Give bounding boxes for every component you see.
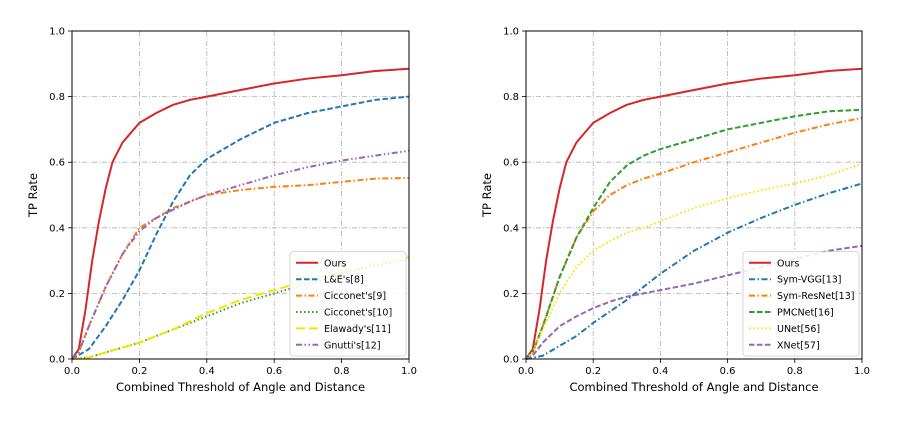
x-tick-label: 0.2 (131, 366, 147, 377)
y-tick-label: 0.6 (49, 158, 65, 169)
x-tick-label: 0.0 (64, 366, 80, 377)
series-line-0 (525, 67, 863, 360)
legend-label: PMCNet[16] (777, 308, 834, 319)
series-line-3 (525, 108, 863, 360)
legend-box (289, 251, 407, 357)
y-tick-label: 0.8 (503, 92, 519, 103)
legend-label: Ours (324, 258, 346, 269)
legend-label: Cicconet's[9] (324, 291, 386, 302)
series-line-4 (525, 162, 863, 360)
y-tick-label: 0.0 (49, 355, 65, 366)
legend-label: Cicconet's[10] (324, 308, 392, 319)
x-tick-label: 0.6 (266, 366, 282, 377)
x-tick-label: 1.0 (854, 366, 870, 377)
chart-right: 0.0 0.2 0.4 0.6 0.8 1.0 0.0 0.2 0.4 0.6 0.8 1.0 Comb… (480, 27, 870, 395)
x-tick-label: 0.4 (652, 366, 668, 377)
plot-frame (525, 30, 863, 360)
legend: Ours Sym-VGG[13] Sym-ResNet[13] PMCNet[16] U… (742, 251, 860, 357)
series-line-1 (71, 95, 410, 360)
plot-frame (71, 30, 410, 360)
x-tick-label: 0.2 (585, 366, 601, 377)
legend-label: XNet[57] (777, 340, 820, 351)
legend-box (742, 251, 860, 357)
x-tick-label: 0.0 (518, 366, 534, 377)
legend: Ours L&E's[8] Cicconet's[9] Cicconet's[10] E… (289, 251, 407, 357)
chart-left: 0.0 0.2 0.4 0.6 0.8 1.0 0.0 0.2 0.4 0.6 0.8 1.0 Comb… (26, 27, 417, 395)
legend-label: Sym-ResNet[13] (777, 291, 854, 302)
x-tick-label: 1.0 (401, 366, 417, 377)
y-tick-label: 0.4 (49, 223, 65, 234)
x-tick-label: 0.8 (334, 366, 350, 377)
series-line-2 (525, 116, 863, 360)
y-axis-title: TP Rate (26, 173, 40, 218)
y-tick-label: 1.0 (49, 27, 65, 38)
y-axis-title: TP Rate (480, 173, 494, 218)
y-tick-label: 0.2 (49, 289, 65, 300)
y-tick-label: 0.4 (503, 223, 519, 234)
y-tick-label: 1.0 (503, 27, 519, 38)
legend-label: Ours (777, 258, 799, 269)
y-tick-label: 0.8 (49, 92, 65, 103)
x-tick-label: 0.4 (199, 366, 215, 377)
x-axis-title: Combined Threshold of Angle and Distance (116, 380, 365, 394)
x-axis-title: Combined Threshold of Angle and Distance (569, 380, 818, 394)
y-tick-label: 0.6 (503, 158, 519, 169)
x-tick-label: 0.8 (787, 366, 803, 377)
x-tick-label: 0.6 (720, 366, 736, 377)
legend-label: Elawady's[11] (324, 324, 391, 335)
legend-label: L&E's[8] (324, 275, 364, 286)
legend-label: Sym-VGG[13] (777, 275, 842, 286)
series-line-0 (71, 67, 410, 360)
y-tick-label: 0.0 (503, 355, 519, 366)
y-tick-label: 0.2 (503, 289, 519, 300)
legend-label: UNet[56] (777, 324, 820, 335)
legend-label: Gnutti's[12] (324, 340, 381, 351)
series-line-5 (71, 149, 410, 360)
